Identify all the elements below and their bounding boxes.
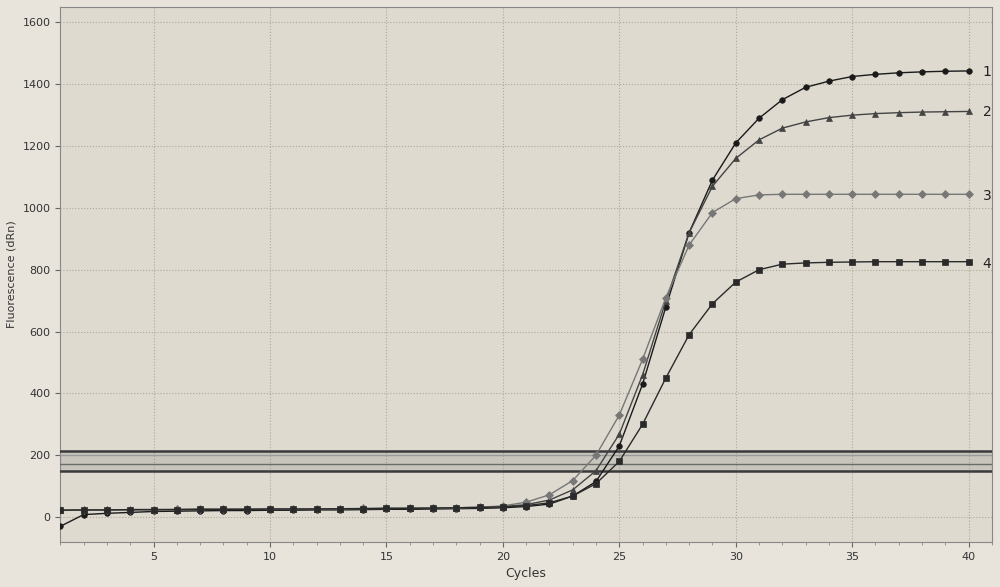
Y-axis label: Fluorescence (dRn): Fluorescence (dRn)	[7, 221, 17, 328]
Text: 1: 1	[983, 65, 991, 79]
Text: 4: 4	[983, 257, 991, 271]
X-axis label: Cycles: Cycles	[506, 567, 547, 580]
Bar	[60, 451, 992, 471]
Text: 2: 2	[983, 105, 991, 119]
Text: 3: 3	[983, 188, 991, 203]
